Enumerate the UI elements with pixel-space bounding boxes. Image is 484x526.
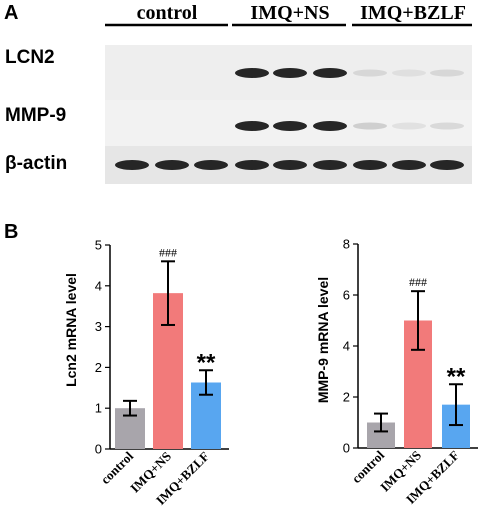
panel-b-label: B	[4, 221, 18, 243]
y-axis-title-mmp9: MMP-9 mRNA level	[315, 277, 331, 403]
blot-band	[313, 68, 347, 78]
group-header-imq-bzlf: IMQ+BZLF	[352, 2, 472, 27]
group-label-control: control	[137, 2, 198, 24]
blot-band	[430, 69, 464, 77]
significance-stars: **	[197, 349, 216, 376]
lane-bands-lcn2	[235, 68, 464, 78]
y-tick-label: 4	[95, 278, 102, 293]
blot-band	[273, 160, 307, 170]
y-tick-label: 0	[343, 441, 350, 456]
blot-band	[353, 69, 387, 77]
band-label-mmp9: MMP-9	[5, 105, 66, 126]
significance-stars: **	[447, 363, 466, 390]
lane-bands-beta-actin	[115, 160, 464, 170]
y-tick-label: 8	[343, 237, 350, 252]
blot-band	[235, 160, 269, 170]
blot-strip-mmp9: MMP-9	[5, 100, 472, 146]
group-label-imq-bzlf: IMQ+BZLF	[360, 2, 466, 24]
band-label-beta-actin: β-actin	[5, 153, 67, 174]
blot-band	[392, 122, 426, 130]
blot-band	[430, 122, 464, 130]
blot-strip-lcn2: LCN2	[5, 45, 472, 105]
group-header-control: control	[105, 2, 228, 27]
y-tick-label: 6	[343, 288, 350, 303]
blot-strip-beta-actin: β-actin	[5, 146, 472, 184]
blot-band	[353, 160, 387, 170]
significance-hashes: ###	[409, 275, 427, 289]
blot-band	[353, 122, 387, 130]
significance-hashes: ###	[159, 245, 177, 259]
blot-band	[273, 121, 307, 131]
blot-band	[194, 160, 228, 170]
blot-band	[273, 68, 307, 78]
chart-lcn2: Lcn2 mRNA level 012345control###IMQ+NS**…	[63, 238, 229, 508]
blot-band	[392, 160, 426, 170]
y-tick-label: 3	[95, 319, 102, 334]
y-tick-label: 2	[95, 360, 102, 375]
blot-band	[155, 160, 189, 170]
y-tick-label: 5	[95, 238, 102, 253]
y-tick-label: 2	[343, 390, 350, 405]
band-label-lcn2: LCN2	[5, 47, 55, 68]
blot-band	[235, 68, 269, 78]
blot-band	[313, 121, 347, 131]
y-axis-title-lcn2: Lcn2 mRNA level	[63, 273, 79, 387]
lane-bands-mmp9	[235, 121, 464, 131]
blot-band	[115, 160, 149, 170]
blot-band	[430, 160, 464, 170]
y-tick-label: 1	[95, 401, 102, 416]
blot-band	[313, 160, 347, 170]
group-label-imq-ns: IMQ+NS	[250, 2, 329, 24]
group-header-imq-ns: IMQ+NS	[232, 2, 346, 27]
y-tick-label: 0	[95, 442, 102, 457]
y-tick-label: 4	[343, 339, 350, 354]
chart-mmp9: MMP-9 mRNA level 02468control###IMQ+NS**…	[315, 237, 478, 507]
blot-band	[235, 121, 269, 131]
blot-band	[392, 69, 426, 77]
panel-a-label: A	[4, 2, 18, 24]
